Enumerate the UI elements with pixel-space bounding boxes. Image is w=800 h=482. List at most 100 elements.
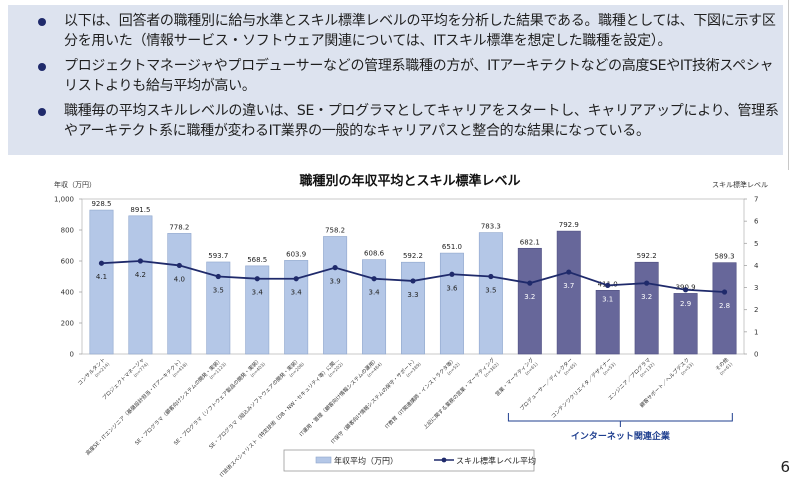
- line-value-label: 2.9: [680, 300, 691, 308]
- x-category-label: 営業・マーケティング: [493, 356, 535, 398]
- bar: [517, 247, 542, 355]
- line-value-label: 4.1: [96, 273, 107, 281]
- bar: [245, 265, 270, 355]
- bar: [89, 209, 114, 355]
- legend-bar-swatch: [315, 456, 332, 464]
- group-bracket: [507, 413, 733, 427]
- bullet-icon: [38, 108, 46, 116]
- bar: [712, 262, 737, 355]
- line-marker: [371, 276, 377, 282]
- y-tick-label-left: 200: [61, 320, 74, 328]
- y-tick-label-right: 3: [754, 284, 758, 292]
- y-tick-label-left: 0: [70, 351, 74, 359]
- legend-line-label: スキル標準レベル平均: [456, 456, 536, 466]
- bar-value-label: 758.2: [325, 226, 345, 234]
- x-category-label: コンテンツクリエイタ／デザイナー: [549, 356, 613, 420]
- y-tick-label-right: 6: [754, 218, 759, 226]
- bar-value-label: 651.0: [442, 243, 462, 251]
- summary-box: 以下は、回答者の職種別に給与水準とスキル標準レベルの平均を分析した結果である。職…: [8, 5, 783, 155]
- line-value-label: 3.9: [330, 278, 341, 286]
- line-marker: [605, 282, 611, 288]
- x-axis-category: コンテンツクリエイタ／デザイナー(n=53): [549, 356, 618, 420]
- bar: [167, 233, 192, 355]
- y-tick-label-right: 7: [754, 196, 758, 204]
- line-marker: [682, 287, 689, 293]
- divider: [788, 0, 789, 170]
- y-tick-label-left: 400: [61, 289, 74, 297]
- x-axis-category: IT教育（IT関連講師・インストラクタ等）(n=52): [383, 356, 462, 430]
- y-tick-label-right: 0: [754, 351, 758, 359]
- summary-bullet: 以下は、回答者の職種別に給与水準とスキル標準レベルの平均を分析した結果である。職…: [32, 11, 783, 51]
- line-marker: [527, 280, 533, 286]
- y-tick-label-right: 5: [754, 240, 758, 248]
- chart: 職種別の年収平均とスキル標準レベル 年収（万円） スキル標準レベル 0 200 40…: [22, 163, 780, 479]
- y-tick-label-right: 1: [754, 328, 758, 336]
- x-axis-category: 上記に関する業務の営業・マーケティング(n=362): [421, 356, 500, 431]
- line-value-label: 4.2: [135, 271, 146, 279]
- line-value-label: 3.7: [563, 282, 574, 290]
- bar: [206, 261, 231, 355]
- legend-bar-label: 年収平均（万円）: [334, 456, 398, 466]
- line-marker: [215, 273, 221, 280]
- line-value-label: 3.2: [641, 293, 652, 301]
- summary-bullet: プロジェクトマネージャやプロデューサーなどの管理系職種の方が、ITアーキテクトな…: [32, 56, 783, 96]
- bullet-icon: [38, 63, 46, 71]
- line-marker: [254, 276, 260, 282]
- bar-value-label: 792.9: [559, 221, 579, 229]
- line-value-label: 3.5: [485, 287, 496, 295]
- bar: [634, 261, 659, 355]
- group-annotation: インターネット関連企業: [571, 430, 671, 442]
- line-value-label: 3.3: [407, 291, 418, 299]
- bar: [595, 289, 620, 355]
- line-marker: [644, 280, 650, 286]
- bar: [673, 293, 698, 355]
- line-value-label: 4.0: [174, 275, 185, 283]
- line-marker: [137, 258, 144, 264]
- line-marker: [293, 276, 299, 282]
- line-value-label: 2.8: [719, 302, 730, 310]
- bar: [128, 215, 153, 355]
- bar: [439, 252, 464, 355]
- bar-value-label: 608.6: [364, 250, 385, 258]
- page-number: 6: [780, 458, 790, 476]
- y-axis-right-label: スキル標準レベル: [712, 180, 768, 189]
- line-value-label: 3.1: [602, 295, 613, 303]
- bar: [362, 259, 387, 355]
- bar-value-label: 682.1: [520, 238, 540, 246]
- bar-value-label: 928.5: [91, 200, 111, 208]
- bar-value-label: 592.2: [637, 252, 657, 260]
- bar: [556, 230, 581, 355]
- bar-value-label: 603.9: [286, 250, 306, 258]
- chart-svg: 職種別の年収平均とスキル標準レベル 年収（万円） スキル標準レベル 020040…: [54, 173, 768, 479]
- line-value-label: 3.2: [524, 293, 535, 301]
- x-axis-category: コンサルタント(n=214): [76, 356, 112, 387]
- bar: [284, 260, 309, 355]
- line-marker: [566, 269, 572, 275]
- summary-bullet: 職種毎の平均スキルレベルの違いは、SE・プログラマとしてキャリアをスタートし、キ…: [32, 101, 783, 141]
- y-axis-left-label: 年収（万円）: [54, 180, 96, 189]
- line-marker: [332, 265, 338, 271]
- line-value-label: 3.4: [291, 289, 303, 297]
- line-value-label: 3.4: [252, 289, 264, 297]
- bar-value-label: 592.2: [403, 252, 423, 260]
- legend: 年収平均（万円） スキル標準レベル平均: [283, 449, 536, 472]
- bar: [401, 261, 425, 355]
- y-tick-label-left: 800: [61, 227, 74, 235]
- bar: [323, 236, 348, 355]
- legend-frame: [283, 449, 535, 472]
- line-marker: [721, 289, 728, 295]
- line-marker: [98, 260, 105, 266]
- y-tick-label-right: 4: [754, 262, 759, 270]
- x-axis-category: その他(n=61): [713, 356, 734, 377]
- line-marker: [449, 271, 455, 277]
- bullet-icon: [38, 18, 46, 26]
- bar-value-label: 568.5: [247, 256, 267, 264]
- y-tick-label-left: 600: [61, 258, 74, 266]
- bar-value-label: 778.2: [169, 223, 189, 231]
- line-value-label: 3.4: [368, 289, 380, 297]
- bar-value-label: 783.3: [481, 223, 501, 231]
- y-tick-label-left: 1,000: [54, 196, 74, 204]
- line-value-label: 3.6: [446, 284, 458, 292]
- chart-title: 職種別の年収平均とスキル標準レベル: [299, 173, 520, 189]
- line-marker: [410, 278, 416, 284]
